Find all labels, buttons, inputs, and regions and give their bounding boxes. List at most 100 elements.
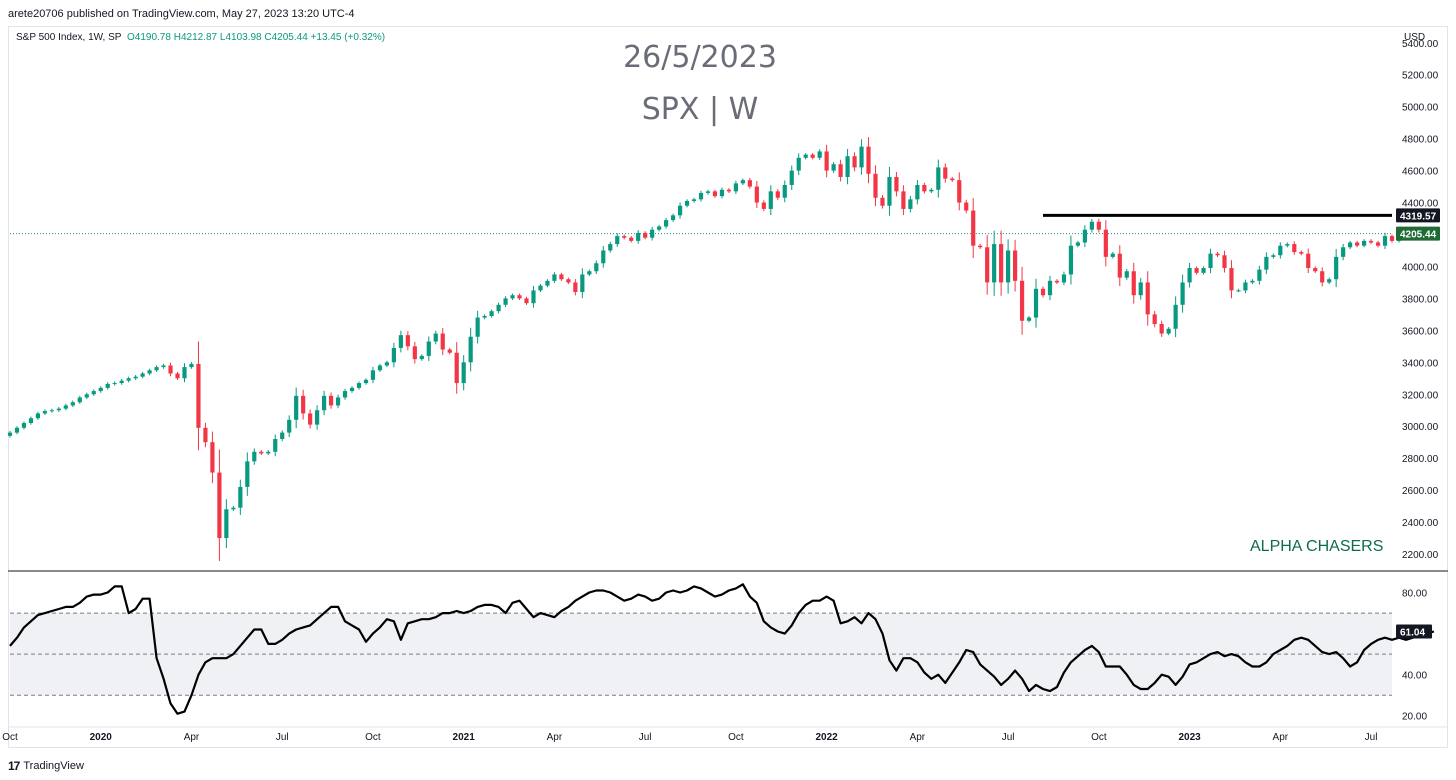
candle-body <box>950 178 955 181</box>
candle-body <box>691 199 697 201</box>
candle-body <box>1348 242 1353 248</box>
last-price-tag-box <box>1396 226 1440 241</box>
candle-body <box>28 418 34 424</box>
rsi-axis-tick: 80.00 <box>1402 589 1427 600</box>
price-axis-tick: 2800.00 <box>1402 454 1439 465</box>
price-axis-tick: 5200.00 <box>1402 71 1439 82</box>
candle-body <box>405 335 410 347</box>
rsi-line <box>9 583 1435 715</box>
candle-body <box>91 391 96 395</box>
footer[interactable]: 17 TradingView <box>8 756 84 776</box>
price-axis-tick: 4000.00 <box>1402 262 1439 273</box>
time-axis-tick: Apr <box>910 732 926 743</box>
candle-body <box>1201 268 1206 273</box>
candle-body <box>545 280 550 286</box>
candle-body <box>1222 255 1227 269</box>
legend-close-label: C <box>264 32 272 43</box>
time-axis-tick: Apr <box>184 732 200 743</box>
candle-body <box>182 367 187 379</box>
candle-body <box>971 210 976 246</box>
rsi-last-tag-box <box>1396 624 1432 639</box>
candle-body <box>1194 268 1199 273</box>
candle-body <box>168 365 173 374</box>
candle-body <box>398 335 403 348</box>
candle-body <box>21 423 27 428</box>
candle-body <box>999 244 1004 283</box>
candle-body <box>49 410 54 412</box>
candle-body <box>552 274 557 281</box>
candle-body <box>880 197 885 206</box>
candle-body <box>440 333 445 350</box>
candle-body <box>712 191 718 197</box>
candle-body <box>747 180 752 187</box>
candle-body <box>936 167 941 190</box>
candle-body <box>1257 269 1262 281</box>
time-axis-tick: Oct <box>2 732 18 743</box>
candle-body <box>789 170 794 185</box>
candle-body <box>1382 236 1388 246</box>
time-axis-tick: Jul <box>1002 732 1015 743</box>
candle-body <box>98 387 103 392</box>
time-axis-tick: 2020 <box>90 732 113 743</box>
candle-body <box>684 200 690 206</box>
candle-body <box>1236 290 1241 292</box>
candle-body <box>636 232 641 241</box>
candle-body <box>643 232 648 238</box>
candle-body <box>1355 242 1360 246</box>
candle-body <box>1306 253 1311 269</box>
candle-body <box>887 176 892 206</box>
candle-body <box>273 438 278 452</box>
candle-body <box>629 237 634 241</box>
candle-body <box>84 394 89 398</box>
candle-body <box>838 164 843 177</box>
candle-body <box>14 427 20 433</box>
candle-body <box>1180 282 1185 305</box>
candle-body <box>1089 221 1094 230</box>
time-axis-tick: Jul <box>276 732 289 743</box>
price-axis-tick: 3400.00 <box>1402 358 1439 369</box>
resistance-tag: 4319.57 <box>1400 211 1437 222</box>
time-axis-tick: 2021 <box>453 732 476 743</box>
candle-body <box>1159 323 1164 334</box>
price-axis-tick: 3200.00 <box>1402 390 1439 401</box>
candle-body <box>217 472 222 539</box>
candle-body <box>657 226 662 230</box>
legend-high-label: H <box>173 32 181 43</box>
candle-body <box>140 373 145 377</box>
candle-body <box>538 285 543 291</box>
candle-body <box>280 432 285 439</box>
candle-body <box>63 405 68 409</box>
candle-body <box>447 349 452 353</box>
candle-body <box>1117 253 1122 278</box>
candle-body <box>370 370 376 380</box>
legend-symbol: S&P 500 Index, 1W, SP <box>16 32 122 43</box>
candle-body <box>866 146 871 174</box>
candle-body <box>133 376 138 379</box>
candle-body <box>259 451 264 454</box>
candle-body <box>1389 236 1395 241</box>
candle-body <box>321 395 327 411</box>
time-axis-tick: Oct <box>1091 732 1107 743</box>
chart-frame[interactable] <box>8 26 1448 748</box>
candle-body <box>1208 253 1213 269</box>
candle-body <box>587 271 592 275</box>
candle-body <box>175 373 180 379</box>
candle-body <box>1173 304 1178 329</box>
candle-body <box>1327 279 1332 283</box>
candle-body <box>224 509 229 539</box>
time-axis-tick: 2022 <box>816 732 839 743</box>
candle-body <box>601 250 606 264</box>
candle-body <box>901 191 906 209</box>
candle-body <box>1243 282 1248 291</box>
legend-low: 4103.98 <box>225 32 262 43</box>
candle-body <box>908 199 913 209</box>
candle-body <box>1271 255 1276 257</box>
candle-body <box>1124 271 1129 278</box>
candle-body <box>1061 274 1067 283</box>
candle-body <box>1145 282 1150 315</box>
price-axis-tick: 5400.00 <box>1402 39 1439 50</box>
candle-body <box>852 156 857 168</box>
candle-body <box>1019 280 1025 321</box>
candle-body <box>461 362 466 384</box>
